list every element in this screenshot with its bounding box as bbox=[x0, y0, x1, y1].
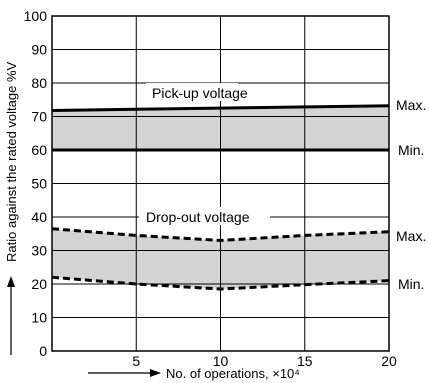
x-tick-label-10: 10 bbox=[213, 353, 229, 369]
y-axis-arrow-head bbox=[7, 276, 15, 287]
x-tick-label-15: 15 bbox=[297, 353, 313, 369]
series-line-0 bbox=[51, 104, 390, 112]
plot-frame bbox=[51, 15, 390, 352]
series-line-2 bbox=[51, 227, 390, 242]
y-tick-label-20: 20 bbox=[31, 276, 47, 292]
y-axis-title-group: Ratio against the rated voltage %V bbox=[4, 61, 19, 355]
y-tick-label-90: 90 bbox=[31, 42, 47, 58]
dropout-max-label: Max. bbox=[396, 228, 426, 244]
dropout-min-label: Min. bbox=[398, 276, 424, 292]
x-axis-title: No. of operations, ×10⁴ bbox=[166, 366, 300, 381]
y-tick-label-50: 50 bbox=[31, 176, 47, 192]
y-tick-label-60: 60 bbox=[31, 142, 47, 158]
y-tick-label-0: 0 bbox=[39, 343, 47, 359]
x-axis-title-group: No. of operations, ×10⁴ bbox=[88, 366, 300, 381]
pickup-min-label: Min. bbox=[398, 142, 424, 158]
y-tick-label-70: 70 bbox=[31, 109, 47, 125]
pickup-max-label: Max. bbox=[396, 97, 426, 113]
dropout-label-bg bbox=[139, 207, 270, 225]
series-line-3 bbox=[51, 275, 390, 291]
y-tick-label-40: 40 bbox=[31, 209, 47, 225]
dropout-voltage-label: Drop-out voltage bbox=[146, 209, 250, 225]
y-tick-label-10: 10 bbox=[31, 310, 47, 326]
grid-layer bbox=[51, 15, 390, 352]
x-tick-label-20: 20 bbox=[381, 353, 397, 369]
y-tick-label-30: 30 bbox=[31, 243, 47, 259]
x-tick-label-5: 5 bbox=[132, 353, 140, 369]
y-tick-label-80: 80 bbox=[31, 75, 47, 91]
tick-labels-layer: 0 10 20 30 40 50 60 70 80 90 100 5 10 15 20 bbox=[24, 8, 397, 369]
y-axis-title: Ratio against the rated voltage %V bbox=[4, 61, 19, 262]
pickup-label-bg bbox=[146, 83, 238, 101]
y-tick-label-100: 100 bbox=[24, 8, 48, 24]
pickup-voltage-label: Pick-up voltage bbox=[152, 85, 248, 101]
series-layer bbox=[51, 104, 390, 291]
x-axis-arrow-head bbox=[150, 369, 161, 377]
